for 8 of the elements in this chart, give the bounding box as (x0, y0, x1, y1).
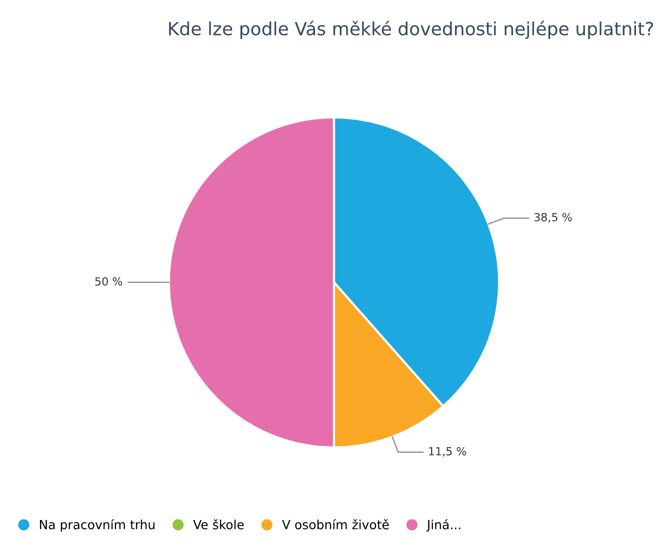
chart-title: Kde lze podle Vás měkké dovednosti nejlépe uplatnit? (169, 20, 654, 39)
data-label: 38,5 % (534, 212, 572, 223)
legend-label: Na pracovním trhu (40, 519, 154, 532)
data-label: 11,5 % (429, 447, 466, 457)
legend-label: V osobním životě (282, 519, 389, 530)
data-label: 50 % (95, 277, 122, 286)
legend-label: Ve škole (193, 519, 244, 530)
legend-label: Jiná... (426, 519, 460, 532)
